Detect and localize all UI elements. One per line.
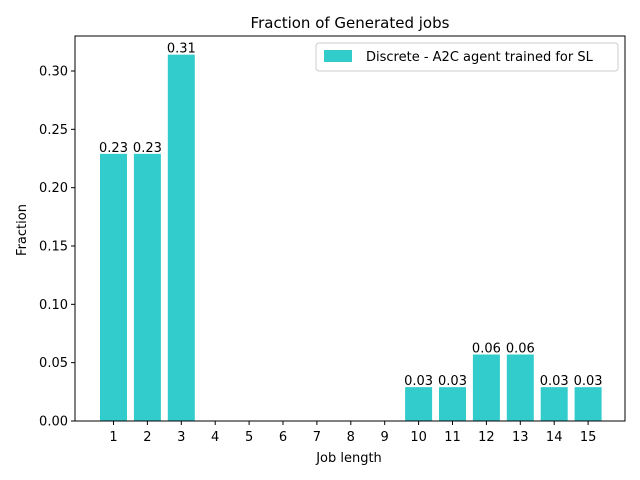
data-label-11: 0.03 bbox=[438, 374, 467, 389]
x-tick-label-6: 6 bbox=[279, 430, 287, 445]
x-axis-label: Job length bbox=[315, 451, 382, 466]
x-tick-label-14: 14 bbox=[546, 430, 563, 445]
plot-frame bbox=[74, 35, 626, 422]
data-label-10: 0.03 bbox=[404, 374, 433, 389]
y-axis: 0.00 0.05 0.10 0.15 0.20 0.25 0.30 bbox=[39, 65, 75, 430]
x-tick-label-2: 2 bbox=[143, 430, 151, 445]
legend-box bbox=[315, 42, 619, 72]
legend-swatch bbox=[324, 50, 352, 62]
y-tick-label-0.25: 0.25 bbox=[39, 123, 68, 138]
x-tick-label-11: 11 bbox=[444, 430, 461, 445]
bar-11 bbox=[439, 387, 466, 421]
x-tick-label-1: 1 bbox=[109, 430, 117, 445]
data-label-2: 0.23 bbox=[133, 141, 162, 156]
y-tick-label-0.15: 0.15 bbox=[39, 240, 68, 255]
x-tick-label-4: 4 bbox=[211, 430, 219, 445]
bar-13 bbox=[506, 354, 534, 421]
y-tick-label-0.00: 0.00 bbox=[39, 415, 68, 430]
x-tick-label-3: 3 bbox=[177, 430, 185, 445]
data-label-12: 0.06 bbox=[472, 342, 501, 357]
y-tick-label-0.30: 0.30 bbox=[39, 65, 68, 80]
x-tick-label-5: 5 bbox=[245, 430, 253, 445]
data-label-13: 0.06 bbox=[506, 342, 535, 357]
x-tick-label-10: 10 bbox=[410, 430, 427, 445]
y-axis-label: Fraction bbox=[15, 204, 30, 256]
x-tick-label-15: 15 bbox=[580, 430, 597, 445]
bar-14 bbox=[540, 387, 568, 421]
y-tick-label-0.05: 0.05 bbox=[39, 356, 68, 371]
x-axis: 1 2 3 4 5 6 7 8 9 10 11 12 13 14 15 bbox=[109, 421, 596, 445]
data-label-15: 0.03 bbox=[574, 374, 603, 389]
bars-group bbox=[100, 54, 602, 422]
bar-2 bbox=[133, 153, 161, 422]
x-tick-label-9: 9 bbox=[381, 430, 389, 445]
data-label-3: 0.31 bbox=[167, 42, 196, 57]
x-tick-label-13: 13 bbox=[512, 430, 529, 445]
x-tick-label-8: 8 bbox=[347, 430, 355, 445]
bar-10 bbox=[405, 387, 433, 421]
bar-1 bbox=[100, 153, 127, 422]
y-tick-label-0.10: 0.10 bbox=[39, 298, 68, 313]
y-tick-label-0.20: 0.20 bbox=[39, 181, 68, 196]
chart-title: Fraction of Generated jobs bbox=[251, 14, 450, 32]
data-label-1: 0.23 bbox=[99, 141, 128, 156]
data-labels-group: 0.23 0.23 0.31 0.03 0.03 0.06 0.06 0.03 0.03 bbox=[99, 42, 603, 389]
bar-3 bbox=[167, 54, 195, 422]
legend: Discrete - A2C agent trained for SL bbox=[315, 42, 619, 72]
legend-label: Discrete - A2C agent trained for SL bbox=[366, 50, 594, 65]
x-tick-label-12: 12 bbox=[478, 430, 495, 445]
bar-15 bbox=[574, 387, 602, 421]
x-tick-label-7: 7 bbox=[313, 430, 321, 445]
bar-12 bbox=[472, 354, 500, 421]
data-label-14: 0.03 bbox=[540, 374, 569, 389]
